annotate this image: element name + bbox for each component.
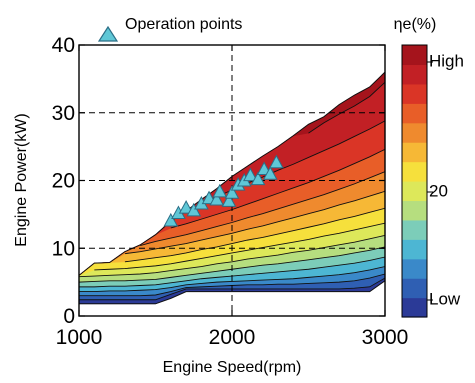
y-tick-labels: 0 10 20 30 40 [52,34,75,328]
colorbar-cell [402,83,427,104]
x-axis-label: Engine Speed(rpm) [163,359,302,376]
contour-lines [79,71,385,305]
contour-line [94,222,385,271]
contour-line [140,171,385,246]
colorbar-frame [401,44,428,318]
colorbar-cell [402,200,427,221]
colorbar: ηe(%) High 20 Low [394,16,464,318]
operation-point [262,166,278,180]
colorbar-cell [402,122,427,143]
operation-point [250,171,266,186]
colorbar-cell [402,219,427,240]
operation-points [163,154,284,227]
colorbar-cell [402,142,427,163]
operation-point [212,183,228,198]
colorbar-cell [402,297,427,318]
colorbar-cell [402,45,427,66]
legend-triangle-marker [97,25,119,42]
legend-label: Operation points [125,16,242,33]
operation-point [209,191,225,206]
plot-area [79,45,385,316]
colorbar-label-mid: 20 [429,181,448,200]
x-tick-label: 2000 [209,326,256,349]
legend: Operation points [97,16,242,42]
colorbar-cell [402,239,427,260]
y-axis-label: Engine Power(kW) [13,113,30,246]
operation-point [243,167,258,182]
colorbar-cell [402,278,427,299]
y-tick-label: 20 [52,170,75,193]
contour-line [124,190,385,255]
contour-line [79,266,385,293]
x-tick-label: 1000 [56,326,103,349]
operation-point [224,185,240,199]
colorbar-cell [402,258,427,279]
grid-lines [79,45,385,316]
y-tick-label: 0 [63,305,75,328]
x-tick-labels: 1000 2000 3000 [56,326,409,349]
colorbar-label-low: Low [429,289,461,308]
colorbar-label-high: High [429,51,464,70]
operation-point [221,193,237,207]
contour-line [170,148,385,229]
colorbar-cell [402,64,427,85]
y-tick-label: 30 [52,102,75,125]
y-tick-label: 40 [52,34,75,57]
colorbar-cell [402,103,427,124]
contour-line [124,207,385,263]
x-tick-label: 3000 [362,326,409,349]
colorbar-cell [402,161,427,182]
contour-line [308,81,385,134]
axis-ticks [78,44,386,317]
operation-point [178,200,194,214]
y-tick-label: 10 [52,237,75,260]
colorbar-gradient [402,45,427,318]
operation-point [269,154,284,169]
operation-point [163,212,179,227]
contour-line [79,234,385,278]
colorbar-title: ηe(%) [394,16,437,33]
operation-point [186,202,202,217]
colorbar-cell [402,181,427,202]
